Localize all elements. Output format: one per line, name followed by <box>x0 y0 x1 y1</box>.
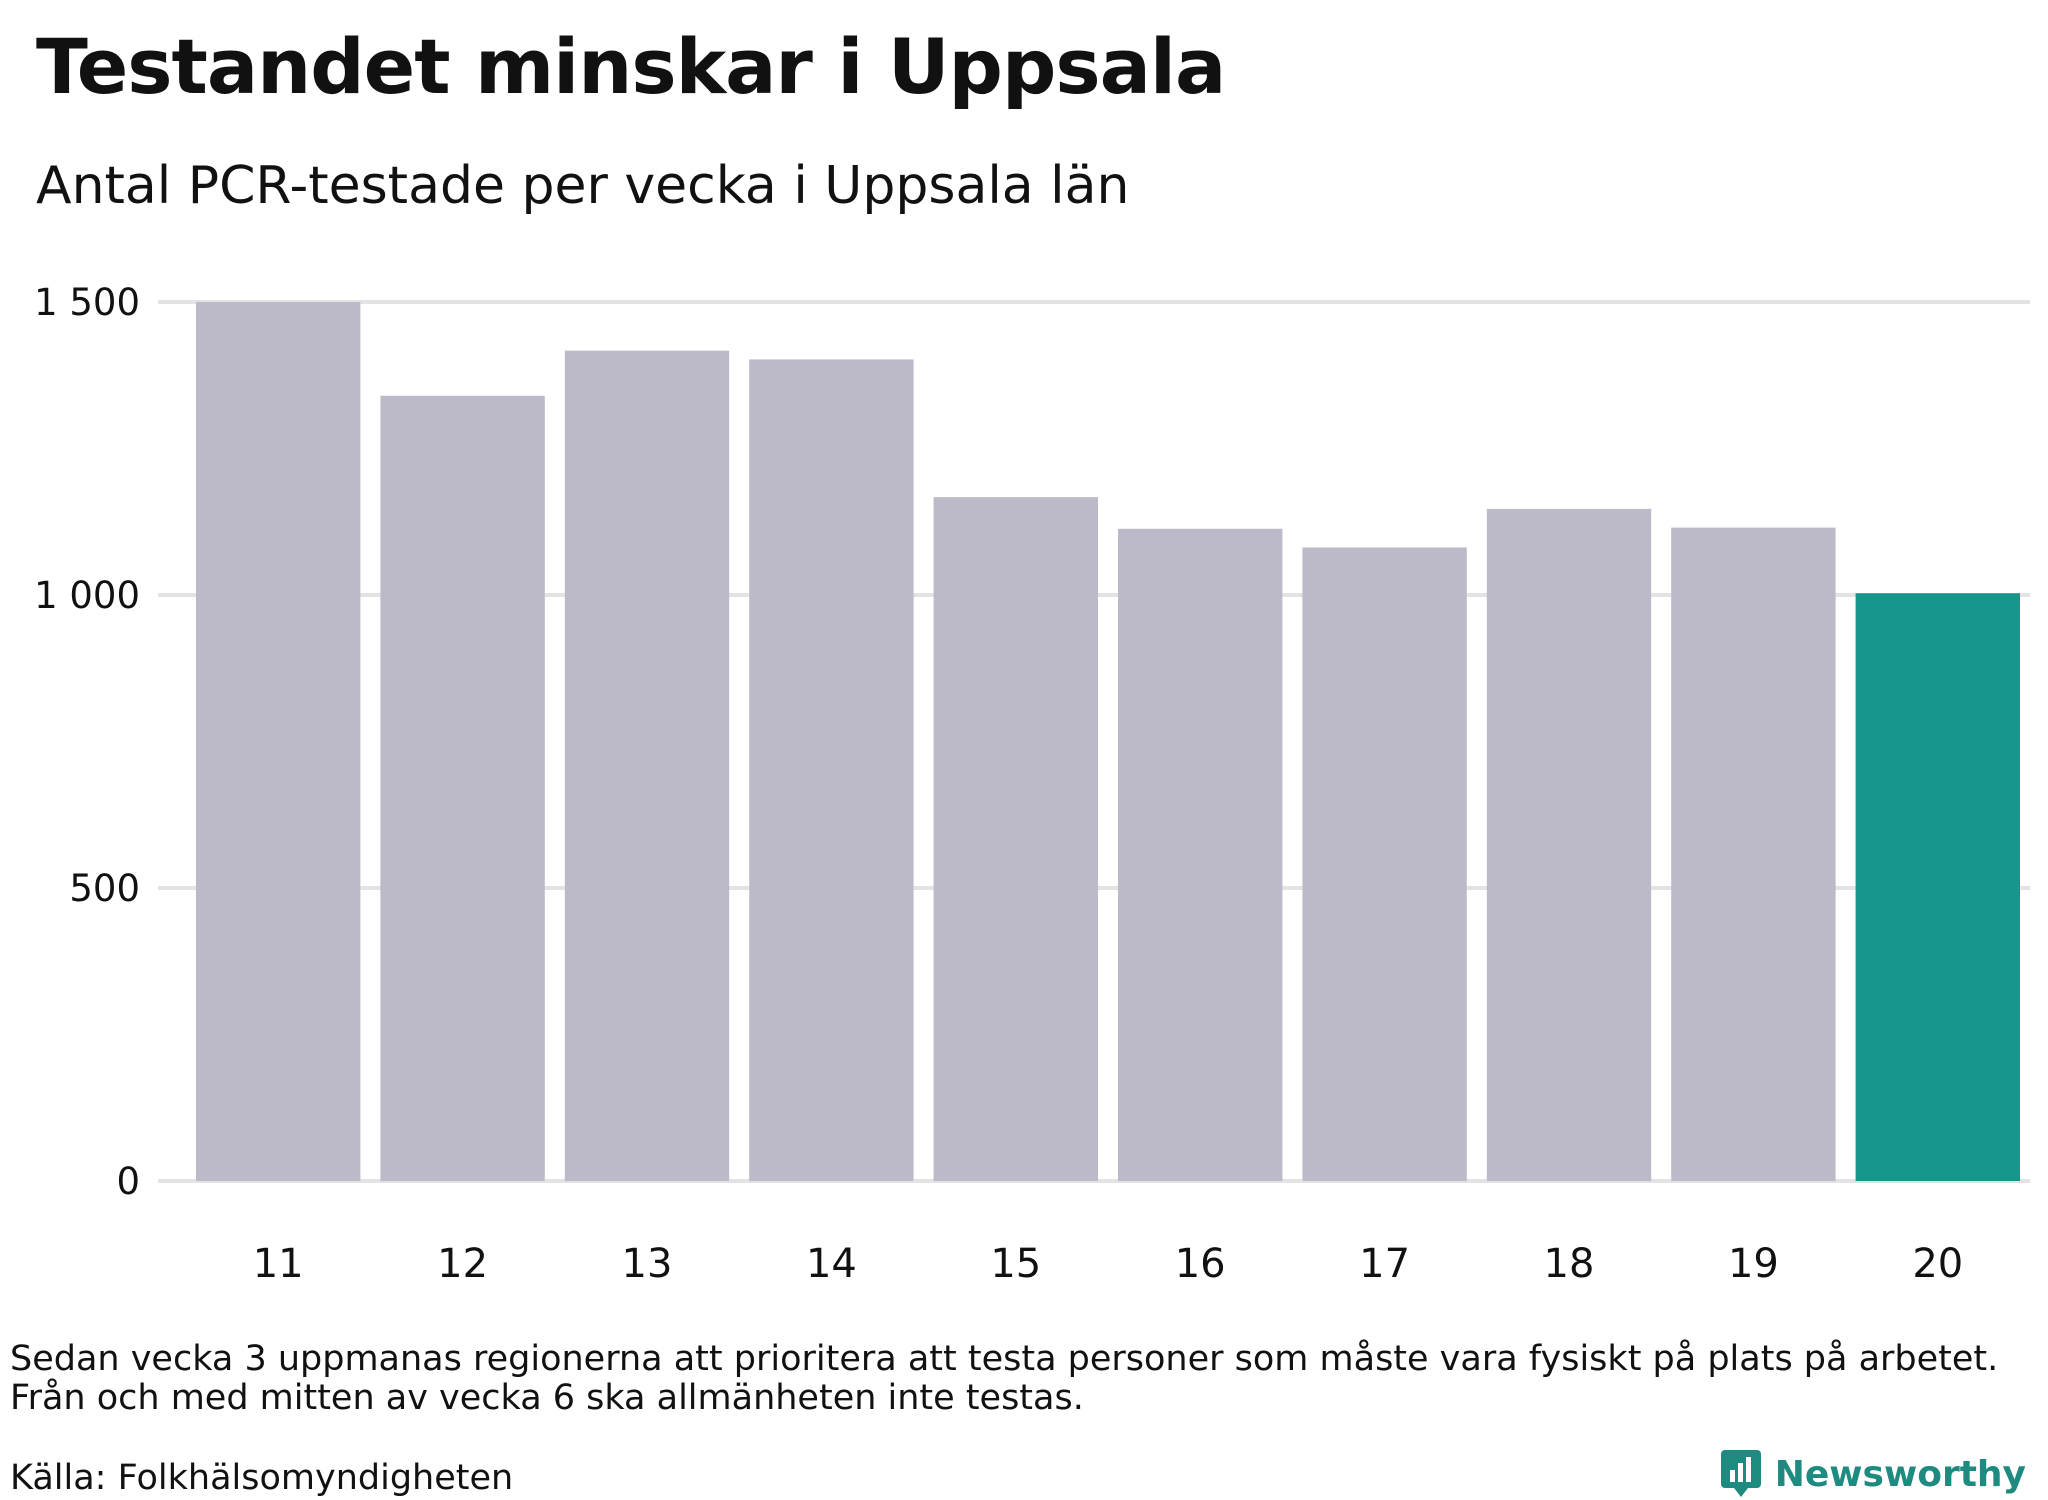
x-tick-label: 20 <box>1912 1241 1963 1287</box>
chart-title: Testandet minskar i Uppsala <box>36 22 1226 111</box>
x-tick-label: 19 <box>1728 1241 1779 1287</box>
y-axis-ticks: 0 500 1 000 1 500 <box>34 281 140 1203</box>
bar-week-12 <box>380 395 545 1181</box>
chart-subtitle: Antal PCR-testade per vecka i Uppsala lä… <box>36 156 1130 216</box>
footnote-line: Från och med mitten av vecka 6 ska allmä… <box>10 1378 1084 1418</box>
footnote-line: Sedan vecka 3 uppmanas regionerna att pr… <box>10 1339 1999 1379</box>
x-tick-label: 11 <box>253 1241 304 1287</box>
source-credit: Källa: Folkhälsomyndigheten <box>10 1458 514 1498</box>
bar-week-20 <box>1855 593 2020 1181</box>
bar-week-14 <box>749 359 914 1182</box>
x-tick-label: 15 <box>990 1241 1041 1287</box>
x-tick-label: 14 <box>806 1241 857 1287</box>
footnote: Sedan vecka 3 uppmanas regionerna att pr… <box>10 1340 2030 1418</box>
x-tick-label: 18 <box>1544 1241 1595 1287</box>
bar-week-16 <box>1118 528 1283 1181</box>
y-tick-label: 500 <box>69 867 140 910</box>
x-tick-label: 13 <box>622 1241 673 1287</box>
brand-name: Newsworthy <box>1774 1453 2026 1495</box>
x-tick-label: 16 <box>1175 1241 1226 1287</box>
bar-chart: 0 500 1 000 1 500 11 12 13 14 15 16 17 18 19 20 <box>34 281 2030 1287</box>
x-axis-ticks: 11 12 13 14 15 16 17 18 19 20 <box>253 1241 1964 1287</box>
y-tick-label: 1 500 <box>34 281 140 324</box>
bar-week-13 <box>564 350 730 1181</box>
x-tick-label: 12 <box>437 1241 488 1287</box>
y-tick-label: 1 000 <box>34 574 140 617</box>
bar-week-19 <box>1671 527 1836 1181</box>
y-tick-label: 0 <box>116 1160 140 1203</box>
x-tick-label: 17 <box>1359 1241 1410 1287</box>
bars <box>196 302 2020 1182</box>
bar-week-15 <box>933 497 1098 1181</box>
bar-week-11 <box>196 302 361 1181</box>
brand-logo: Newsworthy <box>1720 1448 2026 1500</box>
bar-chart-speech-bubble-icon <box>1720 1450 1761 1497</box>
bar-week-17 <box>1302 547 1467 1181</box>
bar-week-18 <box>1486 508 1652 1181</box>
